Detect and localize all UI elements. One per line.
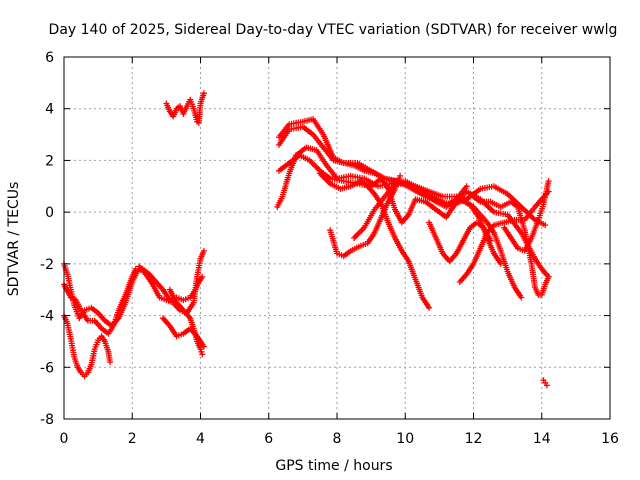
- y-tick-label: -2: [40, 257, 54, 273]
- data-point-markers: [327, 172, 404, 260]
- series-track-17: [456, 188, 552, 285]
- series-track-14: [327, 172, 404, 260]
- y-tick-label: 0: [45, 205, 54, 221]
- data-point-markers: [163, 90, 207, 126]
- x-tick-label: 6: [264, 431, 273, 447]
- series-track-05: [136, 247, 207, 316]
- x-tick-label: 16: [601, 431, 619, 447]
- x-axis-label: GPS time / hours: [275, 458, 392, 474]
- series-track-08: [163, 90, 207, 126]
- x-tick-label: 4: [196, 431, 205, 447]
- y-tick-label: 2: [45, 153, 54, 169]
- y-tick-label: -6: [40, 360, 54, 376]
- x-tick-label: 10: [396, 431, 414, 447]
- series-track-01: [61, 260, 141, 329]
- x-tick-label: 2: [128, 431, 137, 447]
- series-track-12: [276, 152, 552, 280]
- y-tick-label: -4: [40, 309, 54, 325]
- x-tick-label: 14: [533, 431, 551, 447]
- series-track-16: [426, 219, 494, 265]
- data-points: [61, 90, 552, 389]
- chart-title: Day 140 of 2025, Sidereal Day-to-day VTE…: [49, 22, 618, 38]
- data-point-markers: [426, 219, 494, 265]
- y-tick-label: 4: [45, 102, 54, 118]
- data-point-markers: [276, 152, 552, 280]
- grid-lines: [64, 57, 610, 419]
- y-axis-label: SDTVAR / TECUs: [6, 182, 22, 297]
- y-tick-label: 6: [45, 50, 54, 66]
- series-track-20: [540, 377, 550, 389]
- axis-ticks: 0 2 4 6 8 10 12 14 16 -8 -6 -4 -2 0 2 4 6: [40, 50, 619, 447]
- series-track-19: [501, 178, 552, 254]
- x-tick-label: 8: [333, 431, 342, 447]
- data-point-markers: [540, 377, 550, 389]
- data-point-markers: [136, 247, 207, 316]
- series-track-07: [166, 286, 206, 358]
- x-tick-label: 0: [60, 431, 69, 447]
- x-tick-label: 12: [465, 431, 483, 447]
- data-point-markers: [166, 286, 206, 358]
- data-point-markers: [61, 260, 141, 329]
- data-point-markers: [456, 188, 552, 285]
- y-tick-label: -8: [40, 412, 54, 428]
- data-point-markers: [501, 178, 552, 254]
